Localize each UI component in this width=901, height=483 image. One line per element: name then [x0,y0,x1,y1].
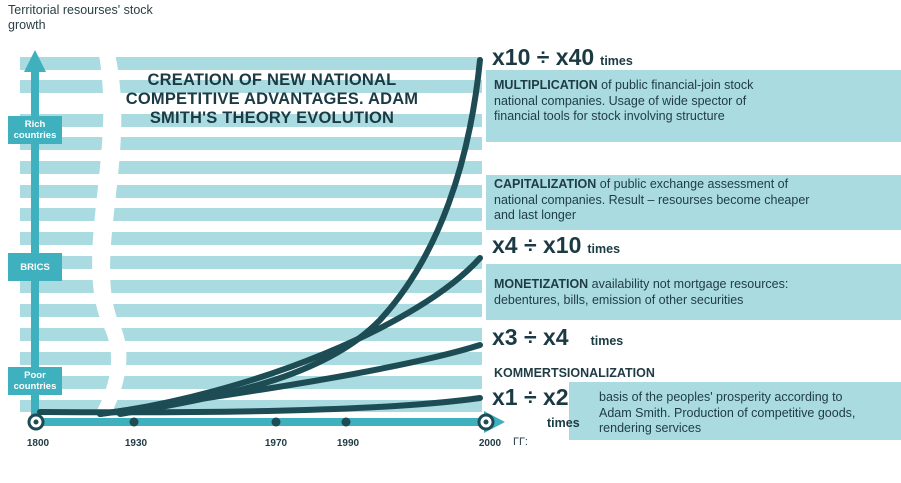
stage-multiplication: MULTIPLICATION of public financial-join … [494,78,794,125]
multiplier-multiplication: x10 ÷ x40 times [492,44,633,71]
diagram-title: CREATION OF NEW NATIONAL COMPETITIVE ADV… [112,71,432,128]
stage-heading: CAPITALIZATION [494,177,596,191]
multiplier-kommertsionalization-unit: times [547,414,580,432]
multiplier-capitalization: x4 ÷ x10 times [492,232,620,259]
multiplier-value: x10 ÷ x40 [492,44,594,70]
x-tick-2000: 2000 [479,438,501,449]
stage-kommertsionalization-heading: KOMMERTSIONALIZATION [494,366,655,382]
x-axis-unit: ГГ: [513,436,528,448]
y-level-poor: Poor countries [8,367,62,395]
stage-heading: MULTIPLICATION [494,78,598,92]
y-axis-label: Territorial resourses' stock growth [8,3,178,33]
multiplier-unit: times [591,334,624,348]
stage-monetization: MONETIZATION availability not mortgage r… [494,277,829,308]
multiplier-value: x1 ÷ x2 [492,384,569,410]
multiplier-unit: times [547,416,580,430]
multiplier-value: x3 ÷ x4 [492,324,569,350]
multiplier-unit: times [587,242,620,256]
x-tick-1990: 1990 [337,438,359,449]
x-tick-1800: 1800 [27,438,49,449]
stage-kommertsionalization-text: basis of the peoples' prosperity accordi… [599,390,874,437]
stage-capitalization: CAPITALIZATION of public exchange assess… [494,177,814,224]
y-level-rich: Rich countries [8,116,62,144]
x-tick-1930: 1930 [125,438,147,449]
y-level-brics: BRICS [8,253,62,281]
multiplier-unit: times [600,54,633,68]
multiplier-value: x4 ÷ x10 [492,232,581,258]
stage-heading: MONETIZATION [494,277,588,291]
multiplier-monetization: x3 ÷ x4 times [492,324,623,351]
x-tick-1970: 1970 [265,438,287,449]
multiplier-kommertsionalization: x1 ÷ x2 [492,384,569,411]
